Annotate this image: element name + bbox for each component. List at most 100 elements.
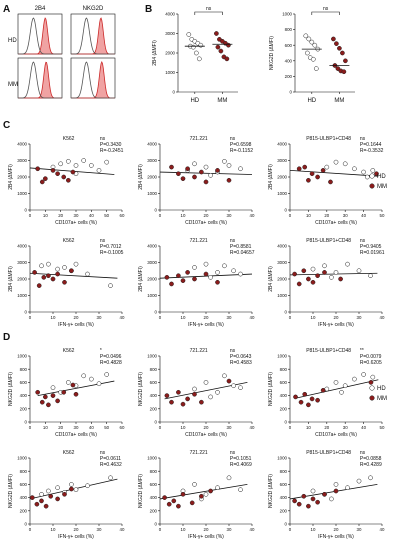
c1-p-value: P=0.3430 [100, 142, 122, 148]
c3-xtick-label: 40 [361, 213, 366, 218]
c4-point-hd [85, 271, 90, 277]
d6-sig-label: ns [360, 450, 366, 456]
c1-xtick-label: 10 [43, 213, 48, 218]
d3-xtick-label: 20 [324, 425, 329, 430]
b-2b4-point-hd [193, 50, 199, 56]
c4-xtick-label: 40 [120, 315, 125, 320]
c3-p-value: P=0.1644 [360, 142, 382, 148]
c6-point-mm [296, 281, 302, 287]
d2-point-mm [192, 391, 197, 397]
d4-ytick-label: 1000 [17, 456, 27, 461]
d2-r-value: R=0.4583 [230, 360, 252, 366]
c3-point-hd [364, 174, 370, 180]
d2-ylabel: NKG2D (ΔMFI) [138, 372, 144, 406]
legend-d-hd-marker [369, 385, 375, 391]
c4-point-hd [62, 265, 67, 270]
hist-mm-2b4-frame [17, 57, 63, 99]
d1-point-mm [61, 389, 67, 395]
d3-xtick-label: 10 [306, 425, 311, 430]
d5-point-hd [226, 475, 232, 481]
d4-xlabel: IFN-γ+ cells (%) [58, 534, 94, 540]
d2-p-value: P=0.0643 [230, 354, 252, 360]
c3-point-mm [302, 164, 308, 170]
c1-ylabel: 2B4 (ΔMFI) [8, 164, 14, 190]
d6-point-hd [333, 482, 339, 487]
c5-point-hd [192, 265, 197, 270]
c5-point-mm [215, 279, 220, 285]
d4-xtick-label: 30 [97, 527, 102, 532]
c3-regression-line [289, 170, 379, 177]
c1-point-mm [39, 179, 45, 185]
d4-point-hd [46, 488, 51, 494]
b-2b4-point-mm [214, 31, 219, 36]
d4-xtick-label: 0 [29, 527, 32, 532]
d5-title: 721.221 [190, 450, 208, 456]
c2-ytick-label: 4000 [147, 142, 157, 147]
legend-c-hd-label: HD [377, 174, 386, 180]
c4-point-hd [73, 261, 79, 267]
b-2b4-ytick-label: 1000 [165, 70, 175, 75]
d2-xtick-label: 10 [181, 425, 186, 430]
b-nkg2d-point-mm [337, 45, 342, 51]
c3-point-hd [342, 161, 348, 167]
c2-title: 721.221 [190, 136, 208, 142]
d2-point-mm [176, 389, 181, 395]
d2-point-mm [199, 399, 204, 405]
b-2b4-point-hd [186, 32, 192, 37]
c2-point-mm [226, 177, 232, 183]
d1-xtick-label: 50 [104, 425, 109, 430]
d3-ytick-label: 0 [285, 420, 288, 425]
d2-point-hd [208, 394, 213, 400]
b-nkg2d-category-label: HD [307, 98, 316, 104]
d3-point-mm [293, 394, 298, 400]
c4-point-mm [69, 268, 74, 274]
c5-xtick-label: 20 [204, 315, 209, 320]
c3-point-hd [352, 166, 357, 172]
c2-point-mm [215, 168, 220, 173]
c2-point-hd [208, 173, 213, 178]
c1-point-hd [96, 168, 102, 173]
d2-point-hd [215, 389, 220, 395]
c6-xtick-label: 20 [334, 315, 339, 320]
c3-ylabel: 2B4 (ΔMFI) [268, 164, 274, 190]
d5-ytick-label: 400 [150, 495, 158, 500]
hist-row-label-hd: HD [8, 38, 17, 44]
d2-point-hd [203, 380, 209, 385]
panel-a-histograms: 2B4 NKG2D HD MM [8, 6, 116, 99]
d3-ytick-label: 800 [280, 367, 288, 372]
c6-point-hd [310, 266, 316, 272]
d4-ytick-label: 600 [20, 482, 28, 487]
d1-ytick-label: 800 [20, 367, 28, 372]
c6-p-value: P=0.9405 [360, 244, 382, 250]
d1-ytick-label: 1000 [17, 354, 27, 359]
b-2b4-axes [177, 14, 238, 93]
d1-point-hd [104, 372, 110, 377]
c3-ytick-label: 3000 [277, 158, 287, 163]
c1-r-value: R=-0.2451 [100, 148, 124, 154]
c5-ytick-label: 0 [155, 310, 158, 315]
c2-ylabel: 2B4 (ΔMFI) [138, 164, 144, 190]
d5-point-mm [199, 493, 204, 499]
b-nkg2d-ytick-label: 600 [285, 43, 293, 48]
d2-ytick-label: 400 [150, 393, 158, 398]
c4-point-mm [41, 275, 47, 280]
d1-point-mm [70, 382, 76, 388]
d2-point-mm [226, 378, 232, 384]
chart-b-2b4: 0 1000 2000 3000 4000 HD MM 2B4 (ΔMFI) ns [152, 6, 238, 104]
d4-point-hd [69, 482, 74, 487]
c5-point-hd [208, 275, 213, 280]
c5-xtick-label: 0 [159, 315, 162, 320]
d1-point-hd [88, 376, 94, 382]
c6-regression-line [289, 272, 378, 276]
b-nkg2d-sig-bracket [311, 11, 340, 15]
d6-xtick-label: 10 [311, 527, 316, 532]
panel-label-d: D [3, 332, 10, 343]
d3-title: P815-ULBP1+CD48 [306, 348, 351, 354]
c4-point-hd [55, 266, 60, 272]
d4-ylabel: NKG2D (ΔMFI) [8, 474, 14, 508]
c3-xtick-label: 20 [324, 213, 329, 218]
c2-point-mm [199, 169, 204, 175]
d6-xtick-label: 40 [380, 527, 385, 532]
c5-point-mm [185, 270, 190, 275]
